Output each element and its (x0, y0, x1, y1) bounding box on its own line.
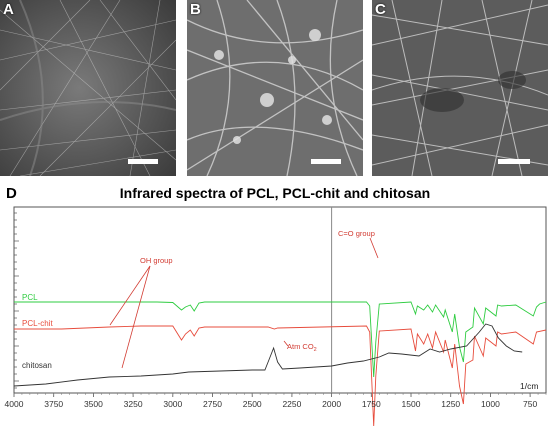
panel-label-c: C (375, 1, 386, 18)
sem-micrograph-a (0, 0, 176, 176)
series-line-chitosan (13, 323, 523, 387)
plot-border (13, 206, 547, 394)
x-tick-label: 1500 (402, 399, 421, 409)
plot-frame (13, 206, 547, 394)
scale-bar-a (128, 159, 158, 164)
x-tick-label: 1250 (441, 399, 460, 409)
x-tick-label: 3500 (84, 399, 103, 409)
x-tick-label: 2000 (322, 399, 341, 409)
annotation-co-group: C=O group (338, 229, 375, 238)
panel-label-a: A (3, 1, 14, 18)
series-label-chitosan: chitosan (22, 361, 52, 370)
annotation-atm-co2-subscript: 2 (314, 347, 317, 353)
x-tick-label: 1750 (362, 399, 381, 409)
annotation-oh-group: OH group (140, 256, 173, 265)
x-tick-label: 2500 (243, 399, 262, 409)
x-unit-label: 1/cm (520, 381, 538, 391)
bead-particles (214, 29, 332, 144)
series-labels: PCL PCL-chit chitosan (22, 293, 53, 370)
x-tick-label: 4000 (5, 399, 24, 409)
scale-bar-b (311, 159, 341, 164)
annotations: OH group C=O group Atm CO2 (109, 229, 379, 369)
ir-spectrum-chart: PCL PCL-chit chitosan OH group C=O group Atm… (5, 206, 547, 427)
series-line-pcl (14, 301, 547, 378)
sem-micrograph-b (187, 0, 363, 176)
x-tick-label: 3750 (44, 399, 63, 409)
x-axis-ticks: 4000 3750 3500 3250 3000 2750 2500 2250 2000 1750… (5, 381, 547, 409)
x-tick-label: 2750 (203, 399, 222, 409)
annotation-atm-co2: Atm CO2 (287, 342, 317, 353)
chart-title: Infrared spectra of PCL, PCL-chit and ch… (119, 185, 431, 201)
spectra-lines (13, 301, 547, 427)
x-tick-label: 3250 (124, 399, 143, 409)
sem-image-panel-c: C (372, 0, 548, 176)
fiber-texture (187, 0, 363, 176)
scale-bar-c (498, 159, 530, 164)
series-line-pcl-chit (14, 325, 547, 427)
sem-image-panel-a: A (0, 0, 176, 176)
x-tick-label: 2250 (282, 399, 301, 409)
sem-micrograph-c (372, 0, 548, 176)
sem-image-panel-b: B (187, 0, 363, 176)
panel-label-b: B (190, 1, 201, 18)
x-tick-label: 3000 (163, 399, 182, 409)
annotation-oh-pointer-2 (121, 265, 151, 369)
annotation-co-pointer (369, 237, 379, 259)
annotation-atm-pointer (283, 340, 289, 347)
series-label-pcl: PCL (22, 293, 38, 302)
x-tick-label: 1000 (481, 399, 500, 409)
fiber-texture (0, 0, 176, 176)
annotation-oh-pointer-1 (109, 265, 151, 326)
series-label-pcl-chit: PCL-chit (22, 319, 53, 328)
x-tick-label: 750 (523, 399, 537, 409)
panel-label-d: D (6, 185, 17, 202)
